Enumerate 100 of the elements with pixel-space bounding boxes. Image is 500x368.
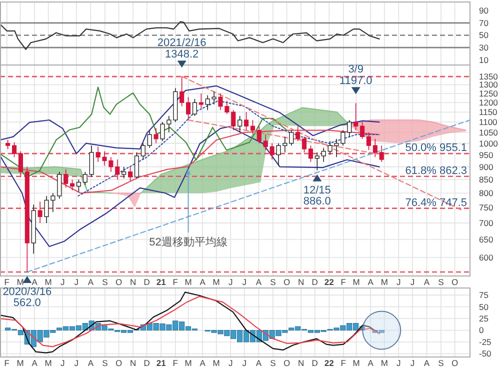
ref-line-label: 50.0% 955.1 xyxy=(405,142,467,154)
x-tick-label: J xyxy=(242,277,247,287)
x-tick-label: N xyxy=(298,358,304,368)
y-tick-label: -25 xyxy=(479,336,492,347)
candlestick xyxy=(147,130,152,148)
candlestick xyxy=(263,134,268,151)
candlestick xyxy=(212,91,216,105)
candlestick xyxy=(289,130,294,146)
y-tick-label: 1200 xyxy=(479,98,498,108)
x-tick-label: D xyxy=(312,358,318,368)
x-tick-label: O xyxy=(283,277,290,287)
y-tick-label: 25 xyxy=(479,314,489,324)
y-tick-label: 1050 xyxy=(479,127,498,138)
line-series xyxy=(0,86,287,178)
x-tick-label: M xyxy=(44,358,52,368)
x-tick-label: J xyxy=(396,358,401,368)
y-tick-label: 800 xyxy=(479,188,494,198)
x-tick-label: M xyxy=(352,358,360,368)
x-tick-label: M xyxy=(212,358,220,368)
candlestick xyxy=(64,168,68,188)
x-tick-label: J xyxy=(228,358,233,368)
candlestick xyxy=(231,110,236,131)
line-series xyxy=(0,21,380,50)
candlestick xyxy=(302,136,307,153)
x-tick-label: A xyxy=(256,277,262,287)
x-tick-label: A xyxy=(368,358,374,368)
x-tick-label: A xyxy=(256,358,262,368)
candlestick xyxy=(186,96,191,120)
x-tick-label: M xyxy=(44,277,52,287)
x-tick-label: M xyxy=(184,358,192,368)
candlestick xyxy=(354,102,358,131)
x-tick-label: A xyxy=(424,277,430,287)
y-tick-label: 900 xyxy=(479,162,494,172)
y-tick-label: 30 xyxy=(479,42,489,53)
x-tick-label: M xyxy=(16,358,24,368)
x-tick-label: S xyxy=(102,358,108,368)
candlestick xyxy=(308,145,314,162)
candlestick xyxy=(154,128,158,144)
x-tick-label: N xyxy=(130,277,136,287)
x-tick-label: D xyxy=(144,358,150,368)
candlestick xyxy=(115,159,120,180)
x-tick-label: A xyxy=(200,358,206,368)
x-tick-label: M xyxy=(380,277,388,287)
y-tick-label: 0 xyxy=(479,325,484,336)
candlestick xyxy=(192,98,198,116)
candlestick xyxy=(379,145,384,162)
candlestick xyxy=(76,179,81,192)
x-tick-label: J xyxy=(228,277,233,287)
y-tick-label: 1000 xyxy=(479,138,498,148)
candlestick xyxy=(256,126,262,144)
x-tick-label: S xyxy=(270,358,276,368)
y-tick-label: 75 xyxy=(479,290,489,300)
x-tick-label: M xyxy=(212,277,220,287)
candlestick xyxy=(122,166,126,179)
x-tick-label: S xyxy=(270,277,276,287)
x-tick-label: O xyxy=(451,277,458,287)
x-tick-label: A xyxy=(88,358,94,368)
x-tick-label: A xyxy=(88,277,94,287)
candlestick xyxy=(360,122,365,140)
candlestick xyxy=(244,112,249,131)
x-tick-label: J xyxy=(74,358,79,368)
line-series xyxy=(0,130,380,194)
candlestick xyxy=(38,201,42,224)
x-tick-label: J xyxy=(410,358,415,368)
candlestick xyxy=(347,120,352,138)
x-tick-label: 22 xyxy=(324,277,334,287)
x-tick-label: N xyxy=(298,277,304,287)
x-tick-label: 21 xyxy=(156,358,166,368)
candlestick xyxy=(296,126,300,142)
y-tick-label: 1350 xyxy=(479,71,498,82)
candlestick xyxy=(205,94,210,111)
x-tick-label: D xyxy=(312,277,318,287)
candlestick xyxy=(372,138,378,158)
y-tick-label: 70 xyxy=(479,18,489,28)
y-tick-label: 50 xyxy=(479,30,489,40)
candlestick xyxy=(134,152,140,179)
x-tick-label: S xyxy=(438,358,444,368)
x-tick-label: M xyxy=(16,277,24,287)
y-tick-label: 1150 xyxy=(479,107,498,118)
x-tick-label: F xyxy=(172,277,178,287)
candlestick xyxy=(12,142,17,158)
x-tick-label: F xyxy=(340,358,346,368)
y-tick-label: 1100 xyxy=(479,117,498,128)
x-tick-label: S xyxy=(102,277,108,287)
candlestick xyxy=(198,93,204,109)
candlestick xyxy=(250,120,256,135)
x-tick-label: J xyxy=(242,358,247,368)
annotation: 52週移動平均線 xyxy=(149,236,228,249)
x-tick-label: F xyxy=(4,358,10,368)
y-tick-label: 1250 xyxy=(479,88,498,98)
x-tick-label: F xyxy=(4,277,10,287)
annotation: 2020/3/16 562.0 xyxy=(2,286,52,309)
x-tick-label: S xyxy=(438,277,444,287)
y-tick-label: 10 xyxy=(479,54,489,65)
candlestick xyxy=(89,145,94,178)
x-tick-label: J xyxy=(60,277,65,287)
candlestick xyxy=(314,152,320,171)
x-tick-label: A xyxy=(200,277,206,287)
x-tick-label: O xyxy=(451,358,458,368)
x-tick-label: J xyxy=(410,277,415,287)
